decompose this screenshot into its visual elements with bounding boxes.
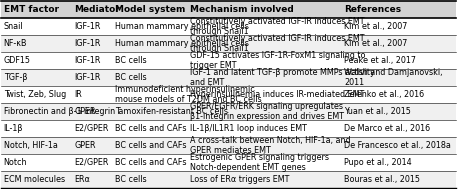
Bar: [1, 171, 456, 188]
Text: IGF-1R: IGF-1R: [74, 73, 100, 82]
Text: ECM molecules: ECM molecules: [4, 175, 65, 184]
Text: Fibronectin and β-1 integrin: Fibronectin and β-1 integrin: [4, 107, 115, 116]
Bar: [1, 137, 456, 154]
Text: BC cells and CAFs: BC cells and CAFs: [115, 124, 186, 133]
Text: Constitutively activated IGF-IR induces EMT
through Snail1: Constitutively activated IGF-IR induces …: [190, 34, 365, 53]
Bar: [1, 120, 456, 137]
Text: BC cells and CAFs: BC cells and CAFs: [115, 141, 186, 150]
Text: GDF-15 activates IGF-1R-FoxM1 signaling to
trigger EMT: GDF-15 activates IGF-1R-FoxM1 signaling …: [190, 51, 365, 70]
Text: GPER: GPER: [74, 107, 96, 116]
Text: References: References: [345, 5, 401, 14]
Text: ERα: ERα: [74, 175, 90, 184]
Text: NF-κB: NF-κB: [4, 39, 27, 48]
Text: De Francesco et al., 2018a: De Francesco et al., 2018a: [345, 141, 451, 150]
Text: Bouras et al., 2015: Bouras et al., 2015: [345, 175, 420, 184]
Text: Human mammary epithelial cells: Human mammary epithelial cells: [115, 39, 249, 48]
Text: IGF-1R: IGF-1R: [74, 56, 100, 65]
Text: TGF-β: TGF-β: [4, 73, 27, 82]
Text: Tamoxifen-resistant BC cells: Tamoxifen-resistant BC cells: [115, 107, 228, 116]
Text: GPER/EGFR/ERK signaling upregulates
β1-integrin expression and drives EMT: GPER/EGFR/ERK signaling upregulates β1-i…: [190, 102, 344, 121]
Text: BC cells and CAFs: BC cells and CAFs: [115, 158, 186, 167]
Text: Snail: Snail: [4, 22, 23, 31]
Text: De Marco et al., 2016: De Marco et al., 2016: [345, 124, 430, 133]
Bar: [1, 52, 456, 69]
Text: Mechanism involved: Mechanism involved: [190, 5, 294, 14]
Text: Notch: Notch: [4, 158, 27, 167]
Text: Hyperinsulinemia induces IR-mediated EMT: Hyperinsulinemia induces IR-mediated EMT: [190, 90, 364, 99]
Text: BC cells: BC cells: [115, 175, 146, 184]
Bar: [1, 86, 456, 103]
Text: EMT factor: EMT factor: [4, 5, 59, 14]
Text: IGF-1R: IGF-1R: [74, 22, 100, 31]
Text: Peake et al., 2017: Peake et al., 2017: [345, 56, 417, 65]
Text: Notch, HIF-1a: Notch, HIF-1a: [4, 141, 57, 150]
Text: BC cells: BC cells: [115, 73, 146, 82]
Text: Walsh and Damjanovski,
2011: Walsh and Damjanovski, 2011: [345, 68, 443, 87]
Text: IGF-1R: IGF-1R: [74, 39, 100, 48]
Text: IL-1β/IL1R1 loop induces EMT: IL-1β/IL1R1 loop induces EMT: [190, 124, 307, 133]
Text: Pupo et al., 2014: Pupo et al., 2014: [345, 158, 412, 167]
Text: Twist, Zeb, Slug: Twist, Zeb, Slug: [4, 90, 66, 99]
Text: Human mammary epithelial cells: Human mammary epithelial cells: [115, 22, 249, 31]
Text: A cross-talk between Notch, HIF-1a, and
GPER mediates EMT: A cross-talk between Notch, HIF-1a, and …: [190, 136, 351, 155]
Text: Estrogenic GPER signaling triggers
Notch-dependent EMT genes: Estrogenic GPER signaling triggers Notch…: [190, 153, 329, 172]
Text: IL-1β: IL-1β: [4, 124, 23, 133]
Text: IGF-1 and latent TGF-β promote MMPs activity
and EMT: IGF-1 and latent TGF-β promote MMPs acti…: [190, 68, 374, 87]
Bar: [1, 69, 456, 86]
Text: Mediator: Mediator: [74, 5, 120, 14]
Text: Zelenko et al., 2016: Zelenko et al., 2016: [345, 90, 425, 99]
Text: IR: IR: [74, 90, 82, 99]
Text: E2/GPER: E2/GPER: [74, 158, 109, 167]
Text: Constitutively activated IGF-IR induces EMT
through Snail1: Constitutively activated IGF-IR induces …: [190, 17, 365, 36]
Text: Immunodeficient hyperinsulinemic
mouse models of T2DM and BC cells: Immunodeficient hyperinsulinemic mouse m…: [115, 85, 262, 104]
Bar: [1, 18, 456, 35]
Bar: [1, 103, 456, 120]
Text: Loss of ERα triggers EMT: Loss of ERα triggers EMT: [190, 175, 289, 184]
Text: GPER: GPER: [74, 141, 96, 150]
Text: GDF15: GDF15: [4, 56, 31, 65]
Bar: [1, 35, 456, 52]
Text: BC cells: BC cells: [115, 56, 146, 65]
Text: Kim et al., 2007: Kim et al., 2007: [345, 22, 408, 31]
Bar: [1, 154, 456, 171]
Text: E2/GPER: E2/GPER: [74, 124, 109, 133]
Text: Kim et al., 2007: Kim et al., 2007: [345, 39, 408, 48]
Text: Yuan et al., 2015: Yuan et al., 2015: [345, 107, 411, 116]
Text: Model system: Model system: [115, 5, 185, 14]
Bar: [1, 1, 456, 18]
